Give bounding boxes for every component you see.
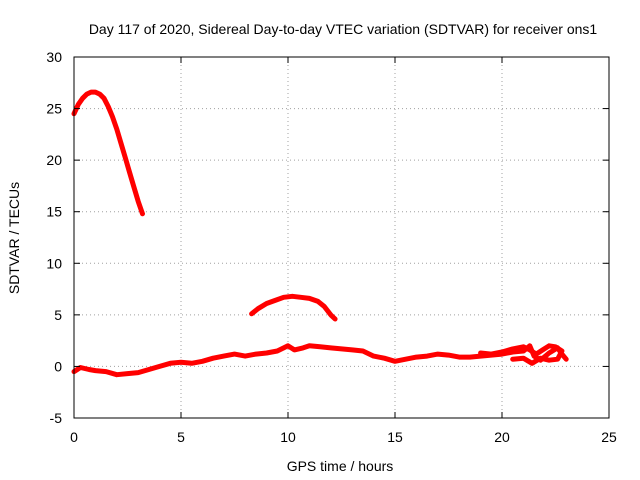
x-tick-label: 10 — [280, 429, 296, 445]
series-segment-late — [478, 343, 565, 366]
y-tick-label: 0 — [54, 358, 62, 374]
y-tick-label: 20 — [46, 152, 62, 168]
x-tick-label: 5 — [177, 429, 185, 445]
series-layer — [71, 89, 569, 378]
x-tick-label: 0 — [70, 429, 78, 445]
y-tick-label: 25 — [46, 101, 62, 117]
x-tick-label: 25 — [601, 429, 617, 445]
plot-frame — [73, 56, 610, 419]
series-segment-midday — [249, 293, 338, 322]
y-tick-label: 15 — [46, 204, 62, 220]
y-tick-label: -5 — [50, 410, 63, 426]
chart-title: Day 117 of 2020, Sidereal Day-to-day VTE… — [89, 21, 598, 37]
axis-layer: 0 5 10 15 20 25 -5 0 5 10 15 20 25 30 — [46, 49, 617, 445]
series-segment-early — [71, 89, 145, 217]
series-segment-low — [71, 343, 569, 378]
y-tick-label: 10 — [46, 255, 62, 271]
x-tick-label: 15 — [387, 429, 403, 445]
x-axis-label: GPS time / hours — [287, 458, 394, 474]
grid-layer — [74, 57, 609, 418]
y-tick-label: 30 — [46, 49, 62, 65]
y-axis-label: SDTVAR / TECUs — [6, 182, 22, 294]
x-tick-label: 20 — [494, 429, 510, 445]
y-tick-label: 5 — [54, 307, 62, 323]
